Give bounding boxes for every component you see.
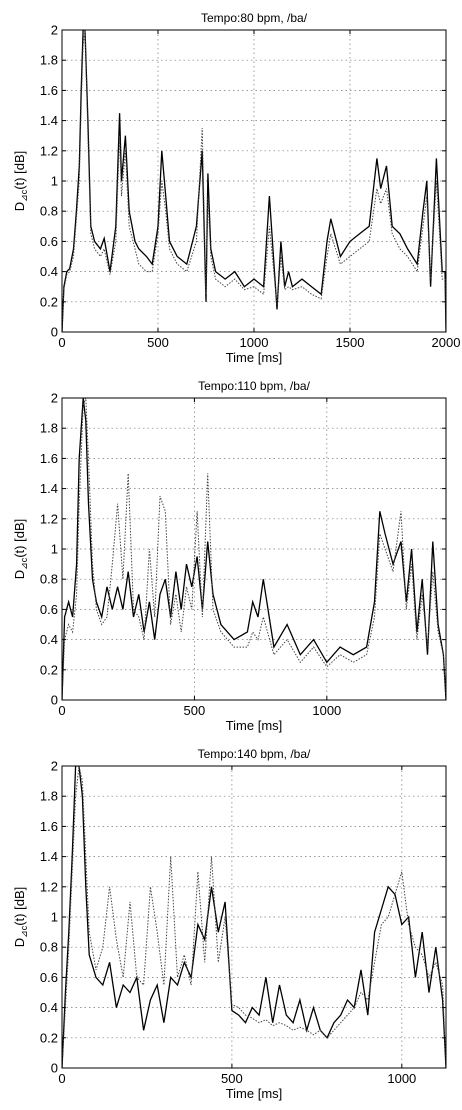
y-tick-label: 0.6 (40, 234, 58, 249)
x-tick-label: 1000 (240, 335, 269, 350)
series-line-dotted (62, 766, 446, 1068)
x-tick-label: 1000 (312, 703, 341, 718)
y-tick-label: 1.4 (40, 113, 58, 128)
y-tick-label: 0.8 (40, 940, 58, 955)
y-tick-label: 1.2 (40, 143, 58, 158)
series-line-solid (62, 766, 446, 1068)
x-axis-label: Time [ms] (226, 1086, 283, 1101)
x-tick-label: 2000 (432, 335, 461, 350)
y-tick-label: 2 (51, 391, 58, 406)
y-tick-label: 0.2 (40, 294, 58, 309)
y-tick-label: 0.4 (40, 1000, 58, 1015)
chart-panel-3: 0 0.2 0.4 0.6 0.8 1 1.2 1.4 1.6 1.8 2 0 500 1000 Tempo… (12, 747, 447, 1101)
y-tick-label: 0.2 (40, 1030, 58, 1045)
y-tick-label: 1.4 (40, 481, 58, 496)
y-tick-label: 0.8 (40, 572, 58, 587)
y-tick-label: 2 (51, 23, 58, 38)
y-tick-label: 0.8 (40, 204, 58, 219)
y-tick-label: 0 (51, 325, 58, 340)
x-tick-label: 500 (147, 335, 169, 350)
y-tick-label: 0.6 (40, 602, 58, 617)
y-tick-label: 0.4 (40, 632, 58, 647)
y-tick-label: 1 (51, 174, 58, 189)
x-axis-label: Time [ms] (226, 350, 283, 365)
y-tick-label: 1.6 (40, 83, 58, 98)
chart-title: Tempo:80 bpm, /ba/ (201, 11, 308, 25)
y-tick-label: 1.6 (40, 819, 58, 834)
chart-panel-1: 0 0.2 0.4 0.6 0.8 1 1.2 1.4 1.6 1.8 2 0 500 1000 1500 2… (12, 11, 460, 365)
series-line-dotted (62, 30, 446, 332)
x-tick-label: 1500 (336, 335, 365, 350)
y-tick-label: 1.8 (40, 53, 58, 68)
y-axis-label: D⊿c(t) [dB] (12, 887, 29, 947)
y-tick-label: 0.2 (40, 662, 58, 677)
y-tick-label: 1.4 (40, 849, 58, 864)
y-tick-label: 1.8 (40, 421, 58, 436)
y-tick-label: 0 (51, 1061, 58, 1076)
y-tick-label: 2 (51, 759, 58, 774)
y-axis-label: D⊿c(t) [dB] (12, 519, 29, 579)
x-tick-label: 0 (58, 335, 65, 350)
y-tick-label: 1.2 (40, 879, 58, 894)
y-tick-label: 1.8 (40, 789, 58, 804)
y-tick-label: 1 (51, 910, 58, 925)
y-tick-label: 0 (51, 693, 58, 708)
series-line-solid (62, 398, 446, 700)
y-tick-label: 1 (51, 542, 58, 557)
y-tick-label: 1.2 (40, 511, 58, 526)
x-tick-label: 0 (58, 703, 65, 718)
plot-area (62, 766, 446, 1068)
x-tick-label: 500 (221, 1071, 243, 1086)
x-tick-label: 500 (184, 703, 206, 718)
chart-panel-2: 0 0.2 0.4 0.6 0.8 1 1.2 1.4 1.6 1.8 2 0 500 1000 Tempo… (12, 379, 447, 733)
x-axis-label: Time [ms] (226, 718, 283, 733)
series-line-dotted (62, 398, 446, 700)
y-tick-label: 0.6 (40, 970, 58, 985)
chart-title: Tempo:110 bpm, /ba/ (198, 379, 311, 393)
y-axis-label: D⊿c(t) [dB] (12, 151, 29, 211)
series-line-solid (62, 30, 446, 332)
x-tick-label: 1000 (387, 1071, 416, 1086)
x-tick-label: 0 (58, 1071, 65, 1086)
y-tick-label: 0.4 (40, 264, 58, 279)
y-tick-label: 1.6 (40, 451, 58, 466)
chart-title: Tempo:140 bpm, /ba/ (198, 747, 311, 761)
